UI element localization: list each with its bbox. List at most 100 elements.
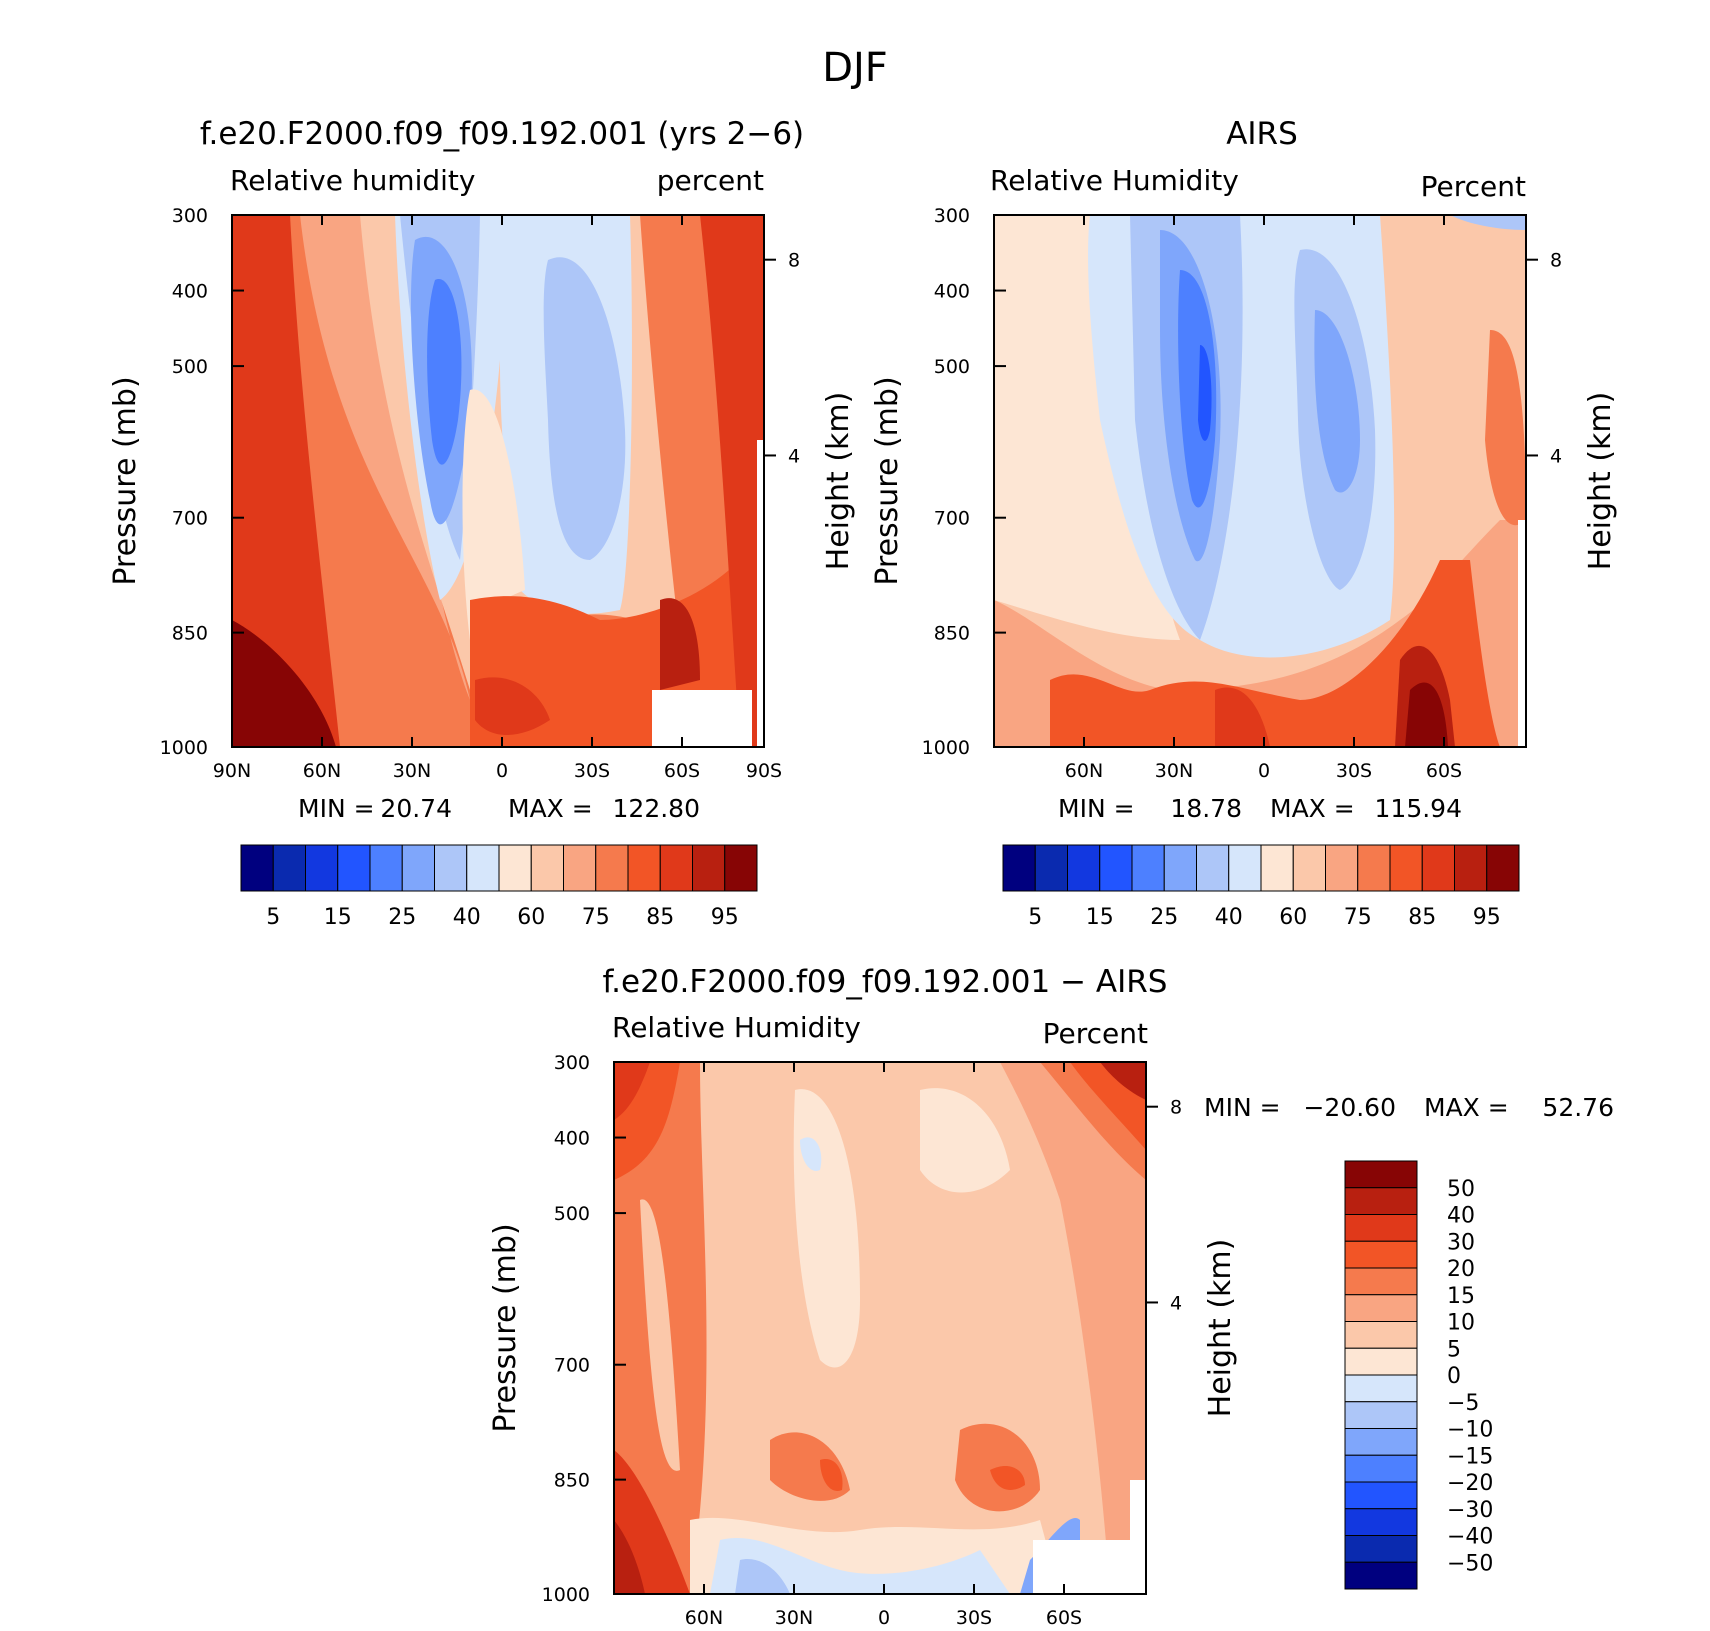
x-tick-label: 30S — [574, 760, 610, 782]
colorbar-label: 15 — [1086, 905, 1114, 930]
colorbar-box — [1344, 1561, 1418, 1590]
colorbar-label: 5 — [266, 905, 280, 930]
figure-title: DJF — [822, 45, 888, 91]
panel-model-colorbar: 5 15 25 40 60 75 85 95 — [240, 844, 758, 930]
panel-diff-left-subtitle: Relative Humidity — [612, 1011, 861, 1044]
colorbar-label: 50 — [1447, 1177, 1475, 1202]
y-tick-label: 300 — [934, 205, 970, 227]
x-tick-label: 60S — [1046, 1607, 1082, 1629]
contour-band — [300, 215, 470, 700]
contour-band — [1178, 270, 1217, 508]
colorbar-label: 40 — [1215, 905, 1243, 930]
y-tick-label: 700 — [554, 1355, 590, 1377]
colorbar-label: 40 — [453, 905, 481, 930]
colorbar-box — [692, 844, 726, 892]
contour-band — [1100, 1062, 1146, 1100]
colorbar-box — [1099, 844, 1133, 892]
y-tick-label: 850 — [172, 623, 208, 645]
y-tick-label: 700 — [934, 508, 970, 530]
panel-model-max-label: MAX = — [508, 794, 593, 823]
contour-band — [700, 215, 764, 747]
panel-model-min-value: 20.74 — [380, 794, 452, 823]
x-tick-label: 0 — [496, 760, 508, 782]
panel-model-axes: 90N 60N 30N 0 30S 60S 90S 300 400 500 700 850 1000 8 4 — [160, 205, 800, 782]
y-tick-label: 400 — [934, 281, 970, 303]
colorbar-box — [1292, 844, 1326, 892]
y-tick-label: 500 — [934, 356, 970, 378]
colorbar-box — [1344, 1160, 1418, 1189]
colorbar-box — [1002, 844, 1036, 892]
panel-diff-axes: 60N 30N 0 30S 60S 300 400 500 700 850 1000 8 4 — [542, 1052, 1182, 1629]
colorbar-box — [595, 844, 629, 892]
panel-airs-ylabel: Pressure (mb) — [870, 376, 905, 585]
y-tick-label: 850 — [554, 1470, 590, 1492]
colorbar-label: 85 — [646, 905, 674, 930]
colorbar-label: 15 — [1447, 1284, 1475, 1309]
x-tick-label: 30N — [1155, 760, 1193, 782]
panel-diff-min-label: MIN = — [1204, 1093, 1281, 1122]
y-right-tick-label: 4 — [788, 445, 800, 467]
colorbar-box — [240, 844, 274, 892]
panel-airs-ylabel-right: Height (km) — [1583, 392, 1618, 571]
colorbar-box — [434, 844, 468, 892]
colorbar-box — [1344, 1401, 1418, 1429]
colorbar-box — [1344, 1294, 1418, 1322]
contour-band — [920, 1088, 1010, 1193]
panel-model-right-subtitle: percent — [657, 164, 764, 197]
panel-diff-ylabel: Pressure (mb) — [488, 1223, 523, 1432]
panel-airs-title: AIRS — [1226, 116, 1298, 152]
panel-model-left-subtitle: Relative humidity — [230, 164, 475, 197]
panel-model-min-label: MIN = — [298, 794, 375, 823]
contour-band — [735, 1559, 790, 1594]
x-tick-label: 30S — [956, 1607, 992, 1629]
colorbar-label: 20 — [1447, 1257, 1475, 1282]
colorbar-box — [305, 844, 339, 892]
colorbar-label: 30 — [1447, 1230, 1475, 1255]
y-tick-label: 1000 — [160, 737, 208, 759]
panel-diff-right-subtitle: Percent — [1043, 1017, 1148, 1050]
y-right-tick-label: 8 — [1550, 250, 1562, 272]
missing-data-region — [757, 440, 764, 747]
panel-diff-title: f.e20.F2000.f09_f09.192.001 − AIRS — [603, 964, 1168, 1000]
panel-airs-right-subtitle: Percent — [1421, 170, 1526, 203]
x-tick-label: 30N — [393, 760, 431, 782]
x-tick-label: 0 — [878, 1607, 890, 1629]
colorbar-box — [1344, 1347, 1418, 1376]
colorbar-label: 10 — [1447, 1311, 1475, 1336]
y-right-tick-label: 8 — [1170, 1097, 1182, 1119]
contour-band — [427, 279, 462, 465]
colorbar-box — [627, 844, 661, 892]
contour-band — [640, 1199, 680, 1471]
contour-band — [1198, 345, 1212, 441]
contour-band — [232, 620, 336, 747]
colorbar-label: 5 — [1028, 905, 1042, 930]
contour-band — [1405, 682, 1448, 747]
y-tick-label: 400 — [172, 281, 208, 303]
colorbar-box — [530, 844, 564, 892]
panel-model-ylabel: Pressure (mb) — [108, 376, 143, 585]
x-tick-label: 90N — [213, 760, 251, 782]
colorbar-box — [1325, 844, 1359, 892]
contour-band — [1050, 560, 1500, 747]
colorbar-box — [1344, 1187, 1418, 1215]
panel-model-plot-area — [231, 214, 765, 748]
colorbar-box — [1486, 844, 1520, 892]
y-tick-label: 1000 — [922, 737, 970, 759]
colorbar-box — [1344, 1535, 1418, 1563]
contour-band — [462, 389, 525, 640]
colorbar-box — [337, 844, 371, 892]
panel-model-title: f.e20.F2000.f09_f09.192.001 (yrs 2−6) — [200, 116, 804, 152]
contour-band — [1314, 310, 1360, 493]
panel-diff-plot-area — [613, 1061, 1147, 1595]
contour-band — [543, 257, 626, 560]
panel-model-max-value: 122.80 — [613, 794, 700, 823]
x-tick-label: 0 — [1258, 760, 1270, 782]
contour-band — [1000, 1062, 1146, 1594]
colorbar-box — [1196, 844, 1230, 892]
colorbar-label: −40 — [1447, 1525, 1493, 1550]
panel-airs-max-label: MAX = — [1270, 794, 1355, 823]
y-right-tick-label: 8 — [788, 250, 800, 272]
x-tick-label: 90S — [746, 760, 782, 782]
contour-band — [614, 1062, 650, 1120]
plot-frame — [231, 214, 765, 748]
